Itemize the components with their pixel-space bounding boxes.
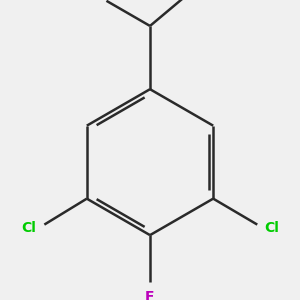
Text: Cl: Cl [21, 221, 36, 235]
Text: Cl: Cl [264, 221, 279, 235]
Text: F: F [145, 290, 155, 300]
